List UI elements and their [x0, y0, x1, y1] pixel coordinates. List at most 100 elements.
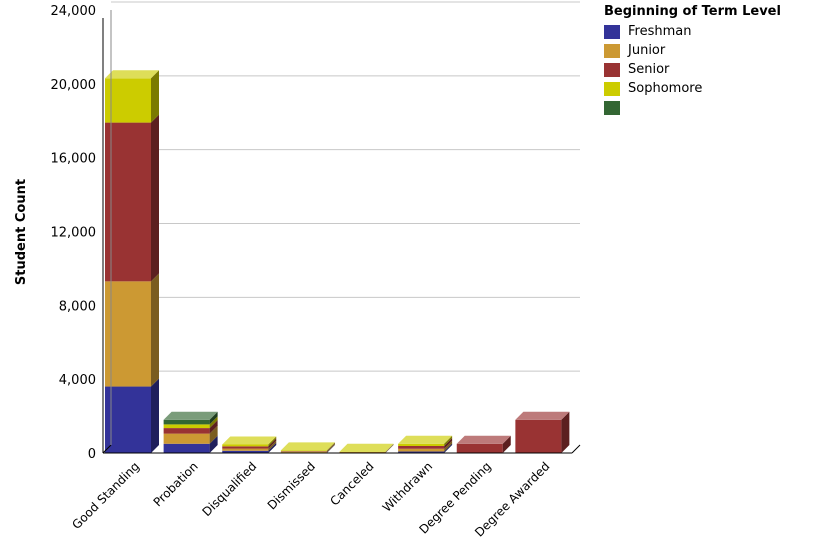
y-axis-title: Student Count	[14, 179, 29, 285]
bar-segment-side	[151, 114, 159, 282]
legend-items: Freshman Junior Senior Sophomore	[604, 22, 781, 117]
bar-segment-front	[280, 451, 327, 452]
bar-segment-side	[502, 435, 511, 453]
bar-segment-top	[105, 70, 159, 79]
y-tick-label: 0	[88, 447, 96, 462]
legend-title: Beginning of Term Level	[604, 4, 781, 19]
bar-segment-side	[385, 444, 394, 453]
bar-segment-side	[209, 420, 218, 434]
bar-segment-top	[280, 442, 335, 451]
bar-segment-side	[385, 444, 394, 453]
legend-item: Junior	[604, 41, 781, 60]
bar-segment-side	[268, 438, 277, 449]
bar-segment-front	[222, 444, 269, 447]
legend-label: Junior	[628, 43, 666, 58]
bar-segment-side	[268, 442, 277, 453]
bar-segment-side	[268, 440, 277, 451]
bar-stack	[515, 411, 570, 453]
legend-label: Senior	[628, 62, 670, 77]
bar-segment-side	[326, 442, 335, 452]
bar-segment-front	[105, 122, 151, 282]
bar-segment-top	[339, 443, 394, 452]
bar-stack	[163, 411, 218, 453]
bar-segment-front	[163, 428, 210, 434]
bar-segment-front	[280, 450, 327, 452]
bar-segment-side	[151, 273, 159, 387]
bar-segment-front	[515, 419, 562, 453]
bar-segment-side	[444, 443, 453, 453]
bar-segment-front	[339, 452, 386, 453]
y-tick-label: 16,000	[51, 152, 97, 167]
legend-swatch	[604, 81, 620, 96]
bar-stack	[105, 70, 159, 453]
legend-label: Sophomore	[628, 81, 703, 96]
bar-segment-front	[398, 448, 445, 452]
bar-segment-side	[326, 443, 335, 453]
axis-depth-right	[571, 444, 581, 454]
bar-segment-side	[209, 435, 218, 453]
legend-label: Freshman	[628, 24, 692, 39]
bar-segment-top	[456, 435, 511, 444]
bar-stack	[398, 435, 453, 453]
bar-segment-side	[268, 436, 277, 447]
bar-segment-side	[444, 437, 453, 449]
y-tick-label: 8,000	[59, 299, 96, 314]
bar-segment-top	[222, 436, 277, 445]
bar-segment-side	[385, 444, 394, 453]
bar-segment-side	[209, 411, 218, 425]
legend-swatch	[604, 100, 620, 115]
bar-segment-front	[163, 424, 210, 429]
x-tick-label: Withdrawn	[380, 459, 436, 515]
bar-segment-top	[398, 435, 453, 444]
x-tick-label: Good Standing	[69, 459, 142, 532]
bar-segment-side	[444, 440, 453, 452]
bar-stack	[280, 442, 335, 453]
axes	[102, 10, 581, 454]
legend: Beginning of Term Level Freshman Junior Se…	[604, 4, 781, 117]
bar-segment-side	[561, 411, 570, 453]
legend-swatch	[604, 43, 620, 58]
bar-segment-front	[222, 448, 269, 451]
bar-segment-top	[515, 411, 570, 420]
bar-segment-side	[209, 425, 218, 444]
legend-item: Freshman	[604, 22, 781, 41]
x-tick-label: Probation	[151, 459, 201, 509]
y-tick-label: 24,000	[51, 4, 97, 19]
bars	[105, 70, 570, 454]
y-tick-label: 4,000	[59, 373, 96, 388]
bar-segment-front	[222, 446, 269, 449]
bar-segment-front	[163, 443, 210, 453]
legend-item: Senior	[604, 60, 781, 79]
bar-segment-side	[385, 443, 394, 453]
x-tick-label: Disqualified	[200, 459, 260, 519]
y-tick-label: 12,000	[51, 226, 97, 241]
bar-stack	[339, 443, 394, 454]
bar-segment-front	[398, 445, 445, 449]
x-tick-label: Dismissed	[265, 459, 318, 512]
bar-stack	[456, 435, 511, 453]
gridlines	[111, 1, 580, 372]
bar-stack	[222, 436, 277, 453]
bar-segment-front	[398, 451, 445, 453]
bar-segment-front	[456, 443, 503, 453]
bar-segment-front	[280, 451, 327, 453]
y-tick-labels: 0 4,000 8,000 12,000 16,000 20,000 24,000	[51, 4, 97, 462]
axis-depth-left	[102, 444, 112, 454]
bar-segment-front	[163, 419, 210, 425]
bar-segment-front	[398, 443, 445, 446]
bar-segment-side	[326, 444, 335, 453]
legend-swatch	[604, 62, 620, 77]
bar-segment-front	[222, 450, 269, 453]
legend-item: Sophomore	[604, 79, 781, 98]
bar-segment-front	[339, 451, 386, 453]
legend-item	[604, 98, 781, 117]
bar-segment-side	[151, 70, 159, 123]
bar-segment-front	[105, 78, 151, 123]
bar-segment-side	[326, 443, 335, 452]
bar-segment-front	[163, 433, 210, 444]
bar-segment-front	[105, 281, 151, 387]
bar-segment-front	[105, 386, 151, 453]
bar-segment-top	[163, 411, 218, 420]
